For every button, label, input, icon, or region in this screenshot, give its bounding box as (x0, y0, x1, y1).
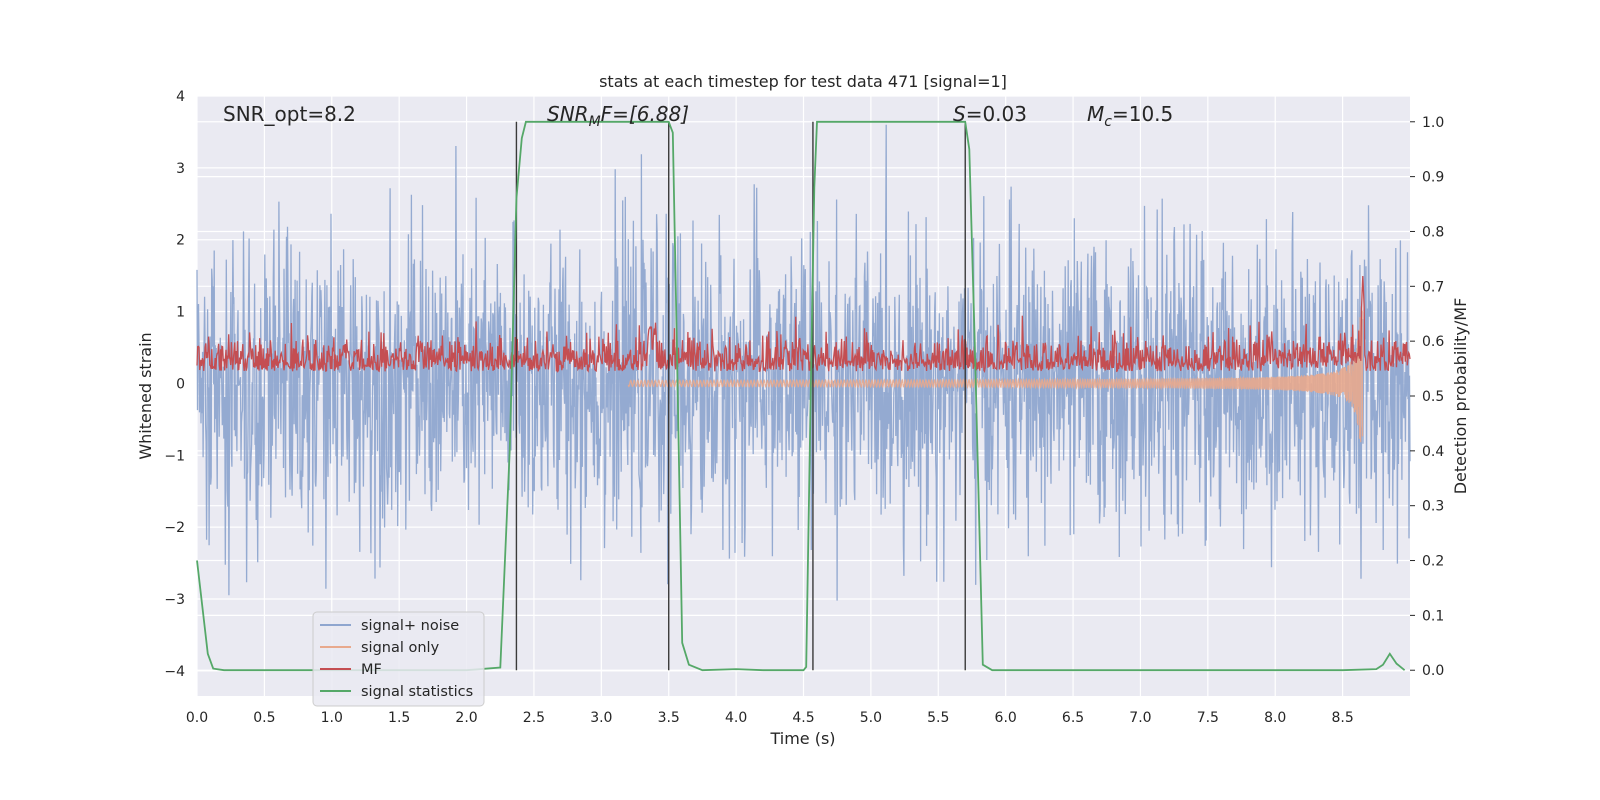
y-tick-label: 3 (176, 161, 185, 177)
y-tick-label: 1 (176, 305, 185, 321)
legend-label-signal-only: signal only (361, 640, 440, 656)
y2-tick-label: 0.9 (1422, 170, 1444, 186)
x-tick-label: 7.5 (1197, 710, 1219, 726)
annotation-snr-mf-base: SNR (547, 102, 589, 126)
x-tick-label: 3.5 (658, 710, 680, 726)
x-tick-label: 3.0 (590, 710, 612, 726)
x-tick-label: 4.0 (725, 710, 747, 726)
x-axis-ticks: 0.0 0.5 1.0 1.5 2.0 2.5 3.0 3.5 4.0 4.5 5.0 5.5 6.0 6… (186, 710, 1354, 726)
mf-series (196, 275, 1411, 373)
annotation-snr-mf: SNRMF=[6.88] (547, 102, 689, 130)
x-tick-label: 0.5 (253, 710, 275, 726)
annotation-mc-value: =10.5 (1112, 102, 1173, 126)
x-tick-label: 7.0 (1129, 710, 1151, 726)
annotation-mc: Mc=10.5 (1087, 102, 1173, 130)
annotation-s: S=0.03 (953, 102, 1027, 126)
legend-label-noise: signal+ noise (361, 618, 459, 634)
y2-tick-label: 0.3 (1422, 499, 1444, 515)
legend-label-statistics: signal statistics (361, 684, 473, 700)
x-tick-label: 6.5 (1062, 710, 1084, 726)
x-tick-label: 5.5 (927, 710, 949, 726)
y-axis-label: Whitened strain (136, 332, 155, 459)
legend-label-mf: MF (361, 662, 382, 678)
y-tick-label: −2 (164, 520, 185, 536)
y-tick-label: −4 (164, 664, 185, 680)
x-tick-label: 1.0 (321, 710, 343, 726)
y2-tick-label: 0.2 (1422, 554, 1444, 570)
annotation-s-value: =0.03 (966, 102, 1027, 126)
signal-noise-series (196, 124, 1411, 601)
x-tick-label: 5.0 (860, 710, 882, 726)
x-tick-label: 2.5 (523, 710, 545, 726)
x-tick-label: 2.0 (455, 710, 477, 726)
legend-box (312, 611, 485, 707)
annotation-s-base: S (953, 102, 966, 126)
y-axis-ticks: 4 3 2 1 0 −1 −2 −3 −4 (164, 89, 185, 680)
x-tick-label: 8.5 (1331, 710, 1353, 726)
y-tick-label: 2 (176, 233, 185, 249)
y2-tick-label: 0.1 (1422, 608, 1444, 624)
y2-tick-label: 0.0 (1422, 663, 1444, 679)
y2-tick-label: 0.7 (1422, 279, 1444, 295)
y2-tick-label: 0.6 (1422, 334, 1444, 350)
x-tick-label: 4.5 (792, 710, 814, 726)
signal-noise-line (196, 124, 1411, 601)
y2-tick-label: 1.0 (1422, 115, 1444, 131)
annotation-snr-mf-tail: F=[6.88] (601, 102, 689, 126)
legend: signal+ noise signal only MF signal stat… (312, 611, 485, 707)
y-tick-label: −1 (164, 448, 185, 464)
y2-axis-label: Detection probability/MF (1451, 298, 1470, 495)
chart-title: stats at each timestep for test data 471… (599, 72, 1007, 91)
y2-tick-label: 0.8 (1422, 224, 1444, 240)
signal-only-line (627, 306, 1364, 443)
x-axis-label: Time (s) (769, 729, 835, 748)
x-tick-label: 1.5 (388, 710, 410, 726)
x-tick-label: 0.0 (186, 710, 208, 726)
annotation-snr-mf-subscript: M (589, 114, 601, 130)
x-tick-label: 6.0 (995, 710, 1017, 726)
mf-line (196, 275, 1411, 373)
y-tick-label: 4 (176, 89, 185, 105)
annotation-snr-opt: SNR_opt=8.2 (223, 102, 356, 126)
y2-axis-ticks: 1.0 0.9 0.8 0.7 0.6 0.5 0.4 0.3 0.2 0.1 0.0 (1410, 115, 1444, 679)
y2-tick-label: 0.5 (1422, 389, 1444, 405)
annotation-mc-subscript: c (1104, 114, 1112, 130)
annotation-mc-base: M (1087, 102, 1104, 126)
x-tick-label: 8.0 (1264, 710, 1286, 726)
y-tick-label: −3 (164, 592, 185, 608)
y-tick-label: 0 (176, 376, 185, 392)
y2-tick-label: 0.4 (1422, 444, 1444, 460)
signal-only-series (627, 306, 1364, 443)
